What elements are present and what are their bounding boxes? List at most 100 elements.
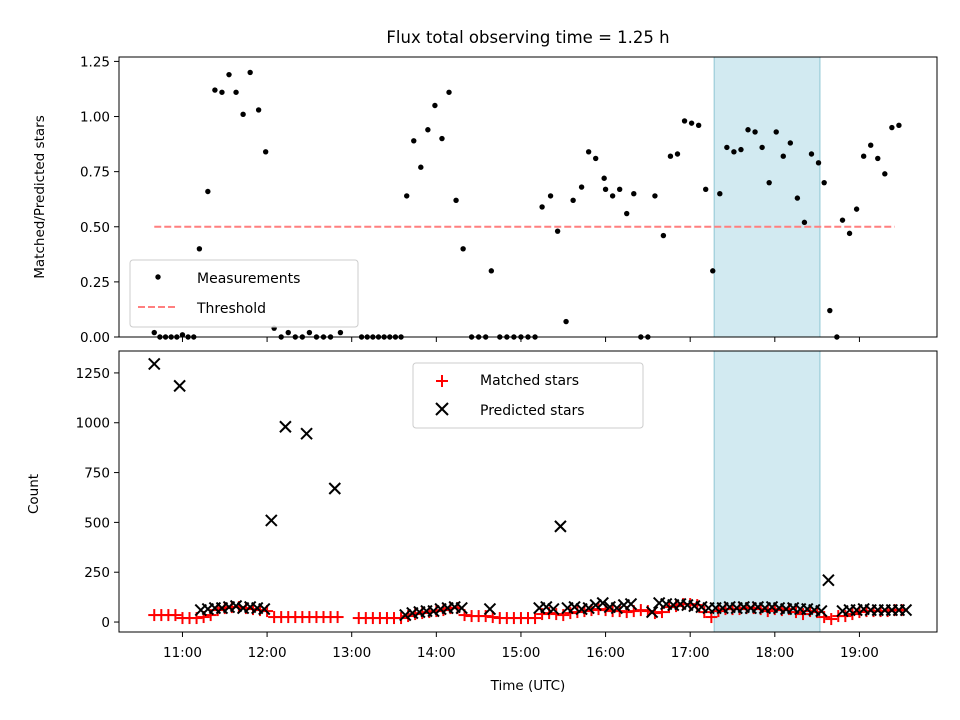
bottom-ytick-label: 0 (101, 615, 110, 631)
measurement-point (578, 184, 585, 190)
top-ytick-label: 1.00 (80, 110, 110, 126)
bottom-ytick-label: 250 (84, 565, 110, 581)
measurement-point (240, 111, 246, 118)
measurement-point (262, 149, 269, 155)
top-ytick-label: 0.25 (80, 275, 110, 291)
predicted-star-point (582, 601, 595, 615)
measurement-point (602, 186, 609, 192)
bottom-ytick-label: 1000 (76, 416, 110, 432)
xtick-label: 14:00 (417, 645, 456, 661)
xtick-label: 13:00 (332, 645, 371, 661)
x-axis-label: Time (UTC) (490, 678, 566, 694)
xtick-label: 15:00 (501, 645, 540, 661)
measurement-point (547, 193, 554, 199)
measurement-point (738, 146, 744, 153)
predicted-star-point (279, 420, 292, 433)
measurement-point (660, 232, 667, 239)
measurement-point (688, 120, 695, 126)
measurement-point (285, 329, 291, 336)
predicted-star-point (265, 514, 278, 527)
xtick-label: 18:00 (755, 645, 794, 661)
measurement-point (306, 329, 313, 336)
measurement-point (609, 193, 616, 199)
top-legend-box (129, 259, 359, 328)
measurement-point (439, 135, 445, 142)
measurement-point (337, 329, 344, 336)
matched-star-point (169, 609, 182, 622)
measurement-point (827, 307, 833, 314)
matched-star-point (331, 611, 344, 624)
top-axes-frame (118, 56, 938, 338)
predicted-star-point (258, 602, 271, 616)
bottom-legend-box (412, 362, 644, 429)
predicted-star-point (328, 482, 341, 495)
measurement-point (212, 87, 218, 93)
measurement-point (631, 190, 637, 197)
measurement-point (889, 124, 895, 131)
xtick-label: 11:00 (163, 645, 202, 661)
predicted-star-point (610, 601, 624, 615)
figure-title: Flux total observing time = 1.25 h (386, 28, 669, 47)
measurement-point (652, 193, 658, 199)
measurement-point (196, 246, 203, 252)
measurement-point (868, 142, 874, 148)
measurement-point (815, 160, 822, 166)
predicted-star-point (596, 596, 609, 610)
measurement-point (801, 219, 808, 226)
measurement-point (151, 329, 157, 336)
measurement-point (896, 122, 902, 129)
predicted-star-point (815, 604, 828, 618)
measurement-point (717, 190, 723, 197)
measurement-point (745, 127, 751, 133)
top-ytick-label: 0.00 (80, 330, 110, 346)
measurement-point (821, 179, 827, 186)
top-ytick-label: 0.75 (80, 165, 110, 181)
measurement-point (731, 149, 737, 155)
measurement-point (179, 332, 186, 338)
measurement-point (592, 155, 599, 162)
measurement-point (710, 268, 716, 274)
predicted-star-point (148, 357, 161, 371)
measurement-point (563, 318, 569, 325)
matched-star-point (825, 613, 838, 626)
xtick-label: 19:00 (840, 645, 879, 661)
predicted-star-point (540, 600, 553, 614)
top-y-axis-label: Matched/Predicted stars (32, 115, 48, 278)
bottom-y-axis-label: Count (26, 474, 42, 514)
predicted-star-point (899, 603, 913, 617)
measurement-point (601, 175, 607, 181)
measurement-point (808, 151, 815, 157)
measurement-point (432, 102, 438, 109)
measurement-point (624, 210, 630, 217)
measurement-point (488, 268, 495, 274)
predicted-star-point (547, 602, 560, 616)
measurement-point (226, 71, 232, 78)
bottom-highlight-span (713, 350, 821, 633)
measurement-point (875, 155, 881, 162)
measurement-point (853, 206, 860, 212)
xtick-label: 16:00 (586, 645, 625, 661)
measurement-point (787, 140, 794, 146)
bottom-ytick-label: 500 (84, 515, 110, 531)
measurement-point (667, 153, 674, 159)
measurement-point (860, 153, 867, 159)
measurement-point (554, 228, 561, 234)
measurement-point (570, 197, 576, 204)
legend-matched-label: Matched stars (480, 373, 579, 389)
bottom-ytick-label: 1250 (76, 366, 110, 382)
measurement-point (404, 193, 410, 199)
measurement-point (773, 129, 779, 135)
predicted-star-point (483, 602, 497, 616)
bottom-legend: Matched stars Predicted stars (412, 362, 644, 429)
predicted-star-point (589, 598, 602, 612)
measurement-point (205, 188, 211, 195)
measurement-point (453, 197, 459, 204)
measurement-point (233, 89, 239, 95)
measurement-point (219, 89, 225, 95)
top-highlight-span (713, 56, 821, 338)
predicted-star-point (229, 599, 243, 613)
legend-measurements-label: Measurements (197, 271, 300, 287)
predicted-star-point (624, 597, 638, 611)
measurement-point (539, 204, 545, 210)
